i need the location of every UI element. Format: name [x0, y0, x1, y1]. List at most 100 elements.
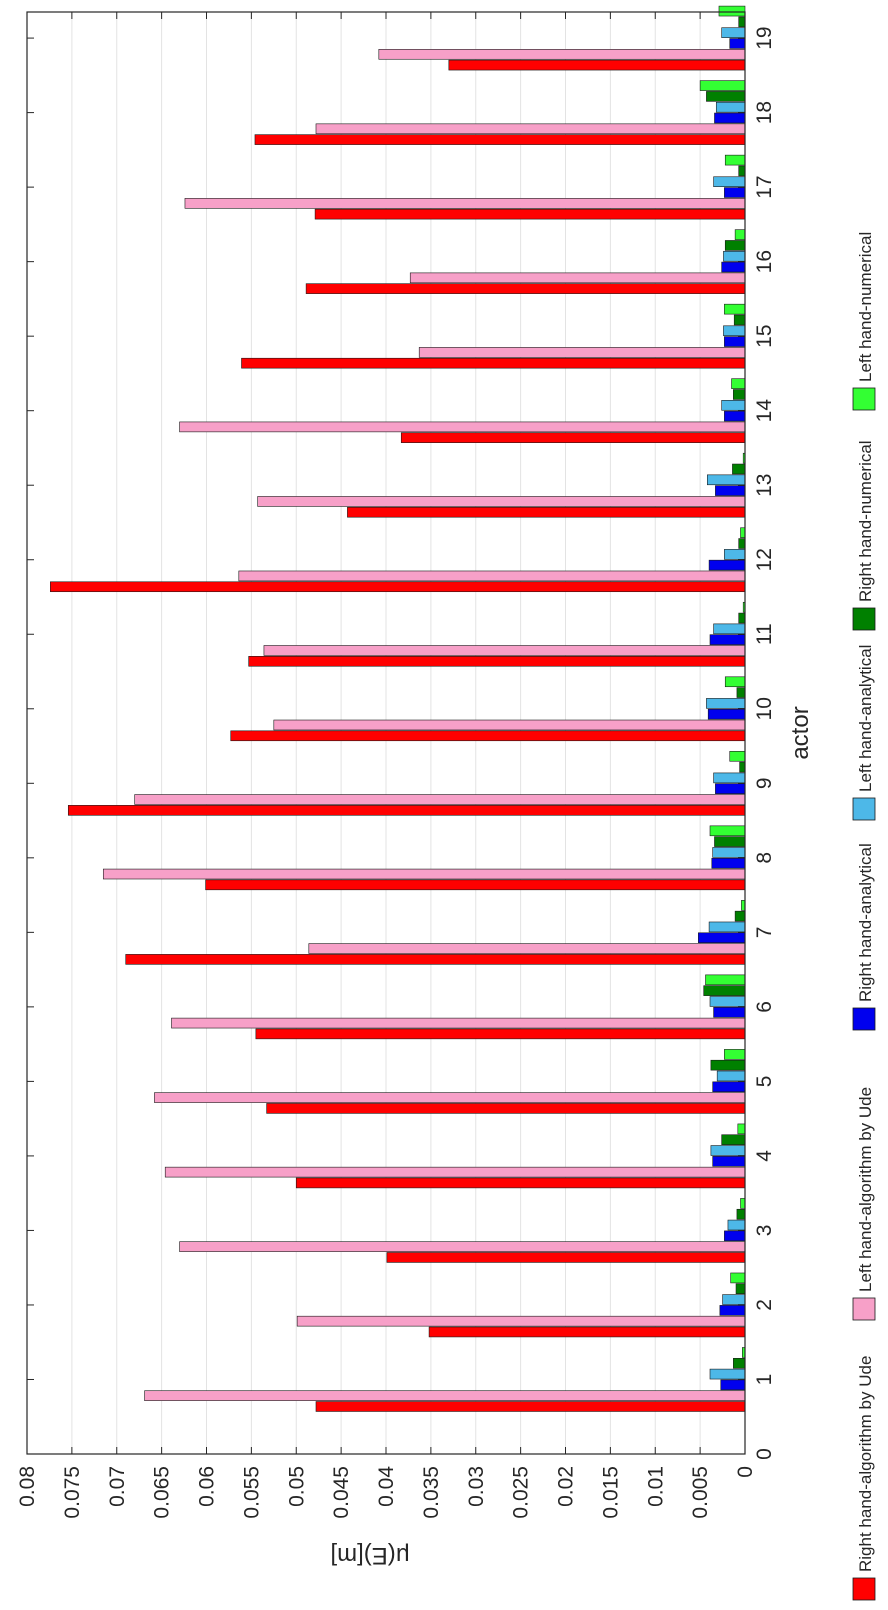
bar — [724, 154, 746, 166]
legend-swatch — [852, 797, 876, 821]
x-tick-label: 6 — [753, 1001, 776, 1013]
bar — [709, 634, 746, 645]
x-tick-label: 4 — [753, 1150, 776, 1162]
bar — [712, 847, 746, 858]
bar — [428, 1326, 746, 1338]
bar — [738, 612, 746, 624]
bar — [255, 1028, 746, 1040]
bar — [723, 250, 746, 262]
bar — [740, 527, 746, 538]
bar — [729, 751, 746, 762]
bar — [724, 549, 746, 560]
bar — [134, 794, 746, 805]
y-axis-title: μ(E)[m] — [330, 1542, 409, 1569]
bar — [737, 1123, 746, 1135]
bar — [714, 836, 746, 847]
bar — [721, 1134, 746, 1145]
bar — [709, 996, 746, 1007]
bar — [724, 676, 746, 688]
bar — [710, 1059, 746, 1071]
x-tick-label: 14 — [753, 399, 776, 423]
legend-swatch — [852, 1297, 876, 1321]
bar — [418, 347, 746, 358]
bar — [734, 229, 746, 240]
bar — [724, 410, 746, 422]
x-axis-title: actor — [787, 706, 814, 759]
x-tick-label: 2 — [753, 1299, 776, 1311]
bar — [738, 165, 746, 177]
bar — [734, 910, 746, 922]
bar — [727, 1219, 746, 1231]
bar — [710, 1145, 746, 1156]
bar — [721, 261, 746, 273]
bar — [719, 1305, 746, 1316]
bar — [738, 16, 746, 28]
bar — [723, 325, 746, 337]
bar — [164, 1166, 746, 1178]
bar — [400, 432, 746, 443]
bar — [102, 868, 746, 880]
bar — [257, 496, 746, 507]
bar — [308, 943, 746, 954]
bar — [254, 134, 746, 145]
bar — [736, 1208, 746, 1220]
bar — [386, 1252, 746, 1263]
legend-label: Right hand-numerical — [856, 440, 875, 602]
bars — [50, 5, 746, 1412]
legend-swatch — [852, 1007, 876, 1031]
bar — [729, 38, 746, 49]
bar — [205, 879, 746, 891]
y-tick-label: 0.055 — [240, 1466, 263, 1519]
x-tick-label: 7 — [753, 927, 776, 939]
bar — [698, 932, 746, 944]
bar — [713, 176, 746, 187]
y-tick-label: 0.07 — [106, 1466, 129, 1507]
bar — [715, 485, 746, 496]
bar — [67, 805, 746, 816]
bar — [241, 357, 746, 369]
y-tick-label: 0 — [734, 1466, 757, 1478]
bar — [709, 825, 746, 837]
bar — [733, 389, 746, 400]
y-tick-label: 0.08 — [16, 1466, 39, 1507]
bar — [724, 187, 746, 198]
y-tick-label: 0.03 — [465, 1466, 488, 1507]
bar — [296, 1315, 746, 1327]
x-tick-label: 0 — [753, 1448, 776, 1460]
legend-label: Left hand-numerical — [856, 232, 875, 382]
bar — [712, 1156, 746, 1167]
bar — [733, 314, 746, 326]
bar — [732, 463, 746, 475]
bar — [263, 645, 746, 656]
legend-label: Right hand-algorithm by Ude — [856, 1356, 875, 1572]
y-tick-label: 0.04 — [375, 1466, 398, 1507]
bar — [707, 474, 746, 486]
bar — [125, 954, 746, 965]
bar — [713, 772, 746, 784]
bar — [707, 708, 746, 720]
bar — [720, 1379, 746, 1391]
bar — [295, 1177, 746, 1189]
legend-swatch — [852, 1577, 876, 1601]
x-tick-label: 8 — [753, 852, 776, 864]
bar — [715, 101, 746, 113]
bar — [731, 378, 746, 389]
bar — [713, 623, 746, 635]
bar — [699, 80, 746, 91]
bar — [722, 1294, 746, 1305]
y-tick-label: 0.05 — [285, 1466, 308, 1507]
legend-swatch — [852, 387, 876, 411]
bar — [171, 1017, 746, 1029]
legend-label: Left hand-analytical — [856, 645, 875, 792]
bar — [730, 1272, 746, 1284]
bar — [724, 1049, 746, 1060]
x-tick-label: 3 — [753, 1225, 776, 1237]
x-tick-label: 16 — [753, 250, 776, 273]
bar — [305, 283, 746, 294]
bar — [315, 123, 746, 135]
x-tick-label: 18 — [753, 101, 776, 124]
bar — [724, 240, 746, 251]
bar — [738, 538, 746, 549]
bar — [266, 1103, 746, 1114]
x-tick-label: 15 — [753, 324, 776, 347]
